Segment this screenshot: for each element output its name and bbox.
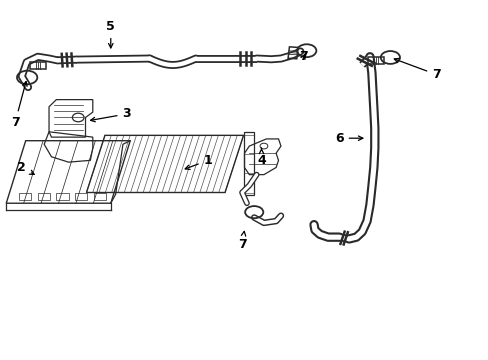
Text: 7: 7 xyxy=(299,50,307,63)
Bar xyxy=(94,193,106,200)
Text: 7: 7 xyxy=(393,58,440,81)
Text: 1: 1 xyxy=(185,154,212,170)
Bar xyxy=(243,132,254,195)
Bar xyxy=(75,193,87,200)
Text: 5: 5 xyxy=(106,20,115,48)
Text: 7: 7 xyxy=(11,81,27,129)
Text: 2: 2 xyxy=(18,161,34,174)
Bar xyxy=(56,193,68,200)
Text: 4: 4 xyxy=(257,148,265,167)
Text: 7: 7 xyxy=(237,231,246,251)
Text: 6: 6 xyxy=(334,132,362,145)
Text: 3: 3 xyxy=(90,107,131,122)
Bar xyxy=(19,193,31,200)
Bar xyxy=(38,193,50,200)
